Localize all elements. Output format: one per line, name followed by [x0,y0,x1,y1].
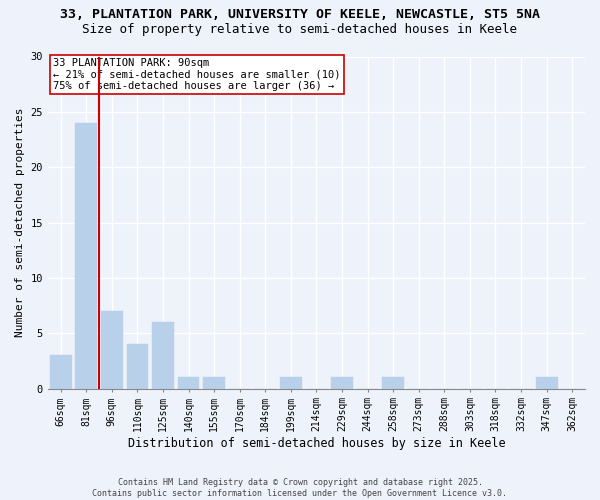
Bar [178,378,199,388]
Text: Contains HM Land Registry data © Crown copyright and database right 2025.
Contai: Contains HM Land Registry data © Crown c… [92,478,508,498]
Bar [127,344,148,389]
Bar [101,311,123,388]
Y-axis label: Number of semi-detached properties: Number of semi-detached properties [15,108,25,338]
Bar [382,378,404,388]
Bar [76,123,97,388]
Bar [331,378,353,388]
X-axis label: Distribution of semi-detached houses by size in Keele: Distribution of semi-detached houses by … [128,437,505,450]
Bar [50,356,71,388]
Bar [280,378,302,388]
Text: 33, PLANTATION PARK, UNIVERSITY OF KEELE, NEWCASTLE, ST5 5NA: 33, PLANTATION PARK, UNIVERSITY OF KEELE… [60,8,540,20]
Bar [536,378,557,388]
Text: Size of property relative to semi-detached houses in Keele: Size of property relative to semi-detach… [83,22,517,36]
Bar [203,378,225,388]
Text: 33 PLANTATION PARK: 90sqm
← 21% of semi-detached houses are smaller (10)
75% of : 33 PLANTATION PARK: 90sqm ← 21% of semi-… [53,58,341,92]
Bar [152,322,174,388]
